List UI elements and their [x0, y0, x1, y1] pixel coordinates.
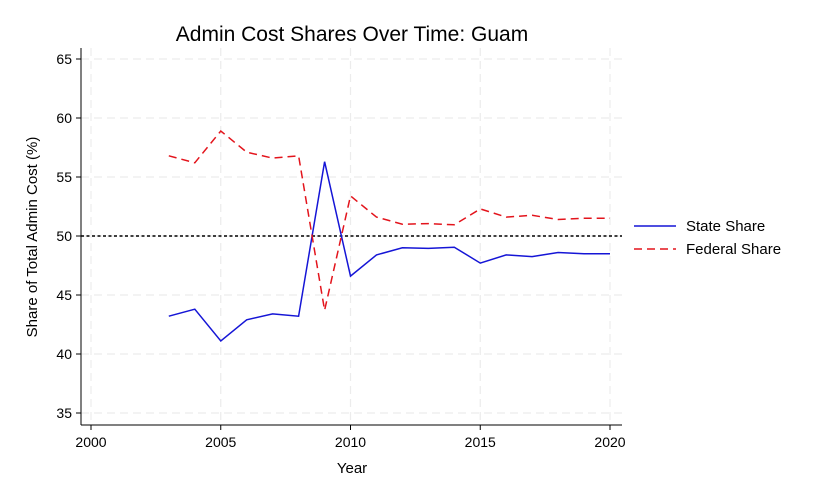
y-axis-label: Share of Total Admin Cost (%)	[24, 137, 41, 338]
legend: State Share Federal Share	[634, 218, 781, 258]
x-tick-label: 2020	[594, 434, 625, 450]
y-tick-label: 50	[56, 228, 72, 244]
x-axis-label: Year	[337, 460, 367, 477]
series-line-1	[168, 129, 610, 311]
x-tick-label: 2000	[75, 434, 106, 450]
y-tick-label: 45	[56, 287, 72, 303]
x-tick-label: 2015	[465, 434, 496, 450]
series-line-0	[168, 161, 610, 343]
y-tick-label: 40	[56, 346, 72, 362]
series-layer	[168, 129, 610, 343]
x-tick-label: 2010	[335, 434, 366, 450]
legend-label-0: State Share	[686, 218, 765, 235]
y-tick-label: 65	[56, 51, 72, 67]
chart-title: Admin Cost Shares Over Time: Guam	[176, 23, 528, 46]
x-tick-label: 2005	[205, 434, 236, 450]
y-tick-label: 55	[56, 169, 72, 185]
axes: 35 40 45 50 55 60 65 2000 2005 2010 2015 2020	[56, 48, 626, 450]
y-tick-label: 60	[56, 110, 72, 126]
legend-label-1: Federal Share	[686, 241, 781, 258]
y-tick-label: 35	[56, 405, 72, 421]
